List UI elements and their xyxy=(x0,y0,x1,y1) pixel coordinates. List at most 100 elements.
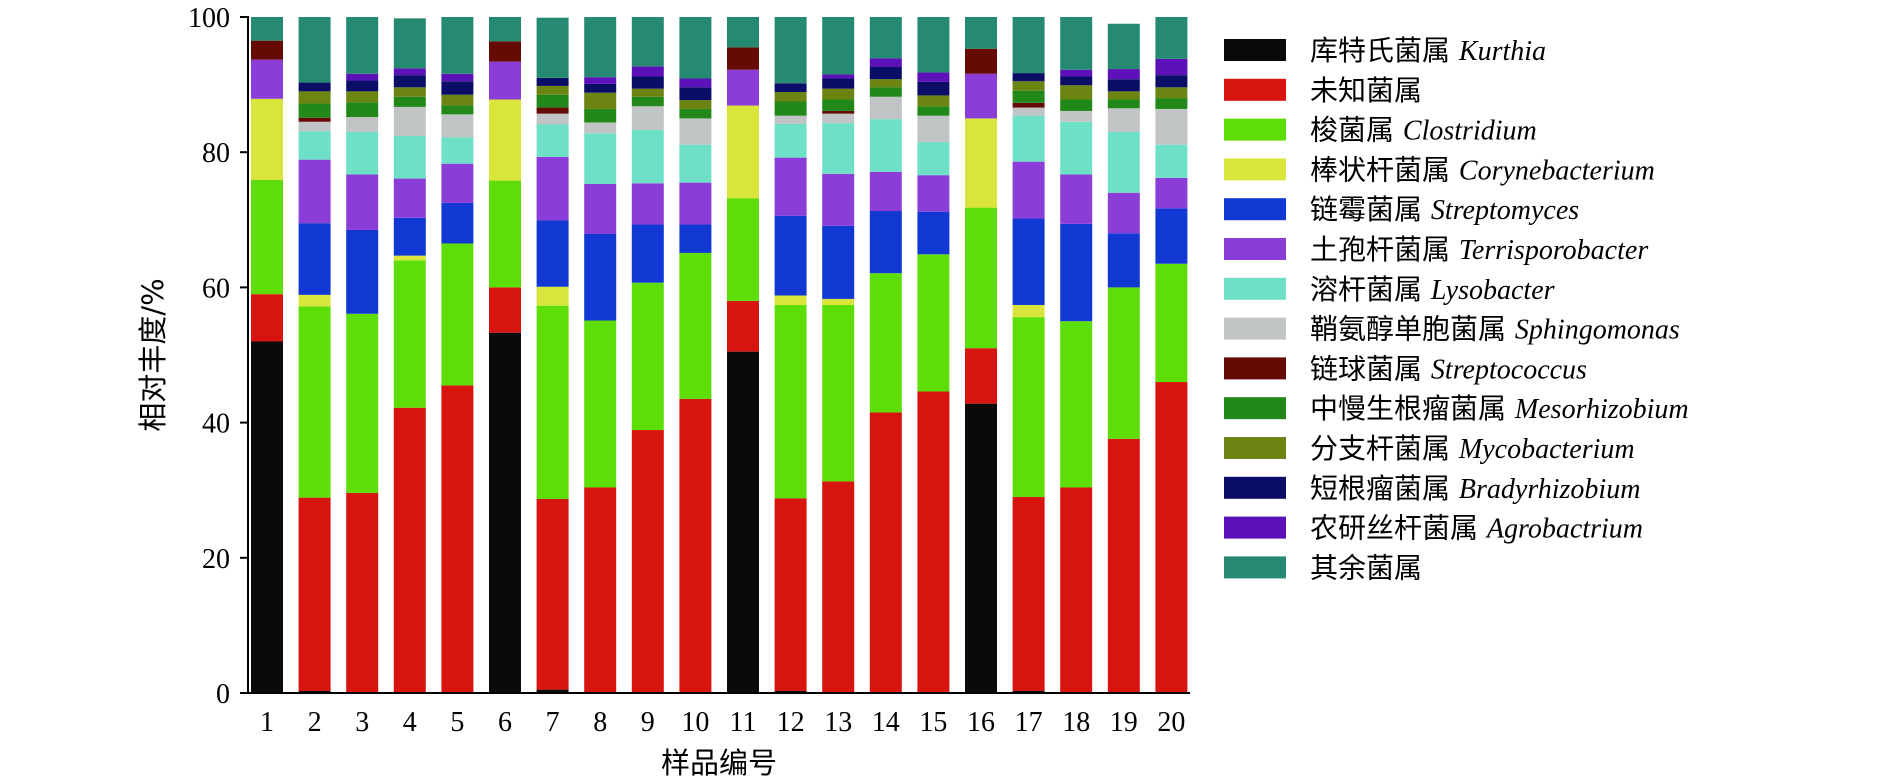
bar-segment-s1-c12 xyxy=(774,690,807,693)
bar-segment-s2-c15 xyxy=(917,391,950,693)
bar-segment-s8-c13 xyxy=(822,113,855,124)
bar-segment-s3-c12 xyxy=(774,304,807,499)
bar-segment-s13-c19 xyxy=(1107,69,1140,80)
bar-segment-s12-c4 xyxy=(393,75,426,88)
bar-segment-s7-c17 xyxy=(1012,115,1045,162)
bar-segment-s6-c1 xyxy=(251,59,283,99)
bar-segment-s13-c5 xyxy=(441,73,474,82)
bar-segment-s6-c9 xyxy=(631,183,664,225)
bar-segment-s11-c4 xyxy=(393,87,426,97)
bar-segment-s2-c4 xyxy=(393,407,426,693)
bar-segment-s6-c15 xyxy=(917,175,950,212)
legend-label: 溶杆菌属 Lysobacter xyxy=(1310,273,1555,306)
bar-segment-s14-c9 xyxy=(631,17,664,67)
bar-segment-s3-c6 xyxy=(489,180,521,288)
bar-segment-s3-c7 xyxy=(536,305,569,499)
bar-segment-s10-c15 xyxy=(917,106,950,116)
bar-segment-s11-c18 xyxy=(1060,85,1093,100)
bar-segment-s1-c2 xyxy=(298,690,331,693)
x-tick-label: 2 xyxy=(308,707,322,738)
legend-swatch xyxy=(1224,238,1286,260)
bar-segment-s5-c2 xyxy=(298,223,331,295)
bar-segment-s4-c6 xyxy=(489,99,521,181)
bar-segment-s5-c13 xyxy=(822,225,855,299)
bar-segment-s6-c6 xyxy=(489,61,521,100)
bar-segment-s13-c15 xyxy=(917,72,950,82)
bar-segment-s13-c3 xyxy=(346,73,379,81)
bar-segment-s12-c2 xyxy=(298,82,331,92)
bar-segment-s13-c9 xyxy=(631,66,664,77)
bar-segment-s7-c20 xyxy=(1155,144,1188,178)
bar-segment-s6-c4 xyxy=(393,178,426,218)
bar-segment-s7-c12 xyxy=(774,123,807,158)
bar-segment-s2-c6 xyxy=(489,287,521,333)
bar-segment-s1-c6 xyxy=(489,332,521,693)
bar-segment-s8-c2 xyxy=(298,121,331,132)
bar-segment-s10-c5 xyxy=(441,105,474,115)
bar-segment-s11-c17 xyxy=(1012,81,1045,91)
legend-label: 未知菌属 xyxy=(1310,74,1422,107)
legend-label: 鞘氨醇单胞菌属 Sphingomonas xyxy=(1310,313,1680,346)
x-tick-label: 12 xyxy=(777,707,805,738)
y-axis-title: 相对丰度/% xyxy=(136,278,170,431)
bar-segment-s14-c20 xyxy=(1155,17,1188,59)
bar-segment-s10-c9 xyxy=(631,96,664,107)
bar-segment-s14-c19 xyxy=(1107,23,1140,70)
bar-segment-s6-c2 xyxy=(298,159,331,224)
bar-segment-s7-c18 xyxy=(1060,121,1093,175)
bar-segment-s5-c10 xyxy=(679,224,712,253)
bar-segment-s5-c17 xyxy=(1012,218,1045,305)
bar-segment-s3-c11 xyxy=(727,198,759,301)
bar-segment-s8-c4 xyxy=(393,106,426,136)
bar-segment-s5-c20 xyxy=(1155,208,1188,264)
bar-segment-s7-c5 xyxy=(441,137,474,164)
bar-segment-s12-c18 xyxy=(1060,76,1093,86)
bar-segment-s12-c3 xyxy=(346,80,379,92)
bar-segment-s14-c15 xyxy=(917,17,950,73)
bar-segment-s11-c19 xyxy=(1107,91,1140,100)
bar-segment-s4-c4 xyxy=(393,255,426,261)
bar-segment-s4-c16 xyxy=(965,118,997,208)
x-axis-title: 样品编号 xyxy=(661,746,777,780)
bar-segment-s10-c7 xyxy=(536,94,569,108)
x-tick-label: 17 xyxy=(1015,707,1043,738)
bar-segment-s1-c1 xyxy=(251,341,283,693)
bar-segment-s10-c14 xyxy=(869,87,902,97)
bar-segment-s14-c2 xyxy=(298,17,331,83)
bar-segment-s2-c18 xyxy=(1060,487,1093,693)
bar-segment-s14-c18 xyxy=(1060,17,1093,70)
axes-group xyxy=(240,16,1190,694)
bar-segment-s12-c14 xyxy=(869,67,902,80)
bar-segment-s10-c10 xyxy=(679,108,712,119)
bar-segment-s2-c7 xyxy=(536,498,569,690)
y-tick-label: 60 xyxy=(202,273,230,304)
bar-segment-s8-c14 xyxy=(869,96,902,120)
bar-segment-s3-c19 xyxy=(1107,287,1140,439)
bar-segment-s10-c2 xyxy=(298,103,331,118)
x-tick-label: 3 xyxy=(355,707,369,738)
bar-segment-s6-c14 xyxy=(869,171,902,212)
bar-segment-s12-c10 xyxy=(679,87,712,101)
bar-segment-s2-c9 xyxy=(631,430,664,693)
bar-segment-s11-c3 xyxy=(346,91,379,103)
bars-group xyxy=(251,17,1188,693)
bar-segment-s8-c5 xyxy=(441,114,474,138)
bar-segment-s2-c13 xyxy=(822,481,855,693)
bar-segment-s10-c3 xyxy=(346,102,379,118)
bar-segment-s8-c10 xyxy=(679,118,712,145)
bar-segment-s3-c16 xyxy=(965,207,997,349)
bar-segment-s6-c16 xyxy=(965,73,997,119)
bar-segment-s7-c2 xyxy=(298,131,331,160)
x-tick-label: 6 xyxy=(498,707,512,738)
bar-segment-s2-c12 xyxy=(774,498,807,691)
legend-swatch xyxy=(1224,556,1286,579)
bar-segment-s13-c13 xyxy=(822,74,855,79)
x-tick-label: 1 xyxy=(260,707,274,738)
bar-segment-s11-c10 xyxy=(679,100,712,109)
bar-segment-s8-c20 xyxy=(1155,108,1188,145)
x-tick-label: 7 xyxy=(546,707,560,738)
bar-segment-s9-c7 xyxy=(536,107,569,114)
bar-segment-s5-c8 xyxy=(584,234,617,321)
bar-segment-s9-c1 xyxy=(251,40,283,60)
bar-segment-s5-c5 xyxy=(441,202,474,244)
